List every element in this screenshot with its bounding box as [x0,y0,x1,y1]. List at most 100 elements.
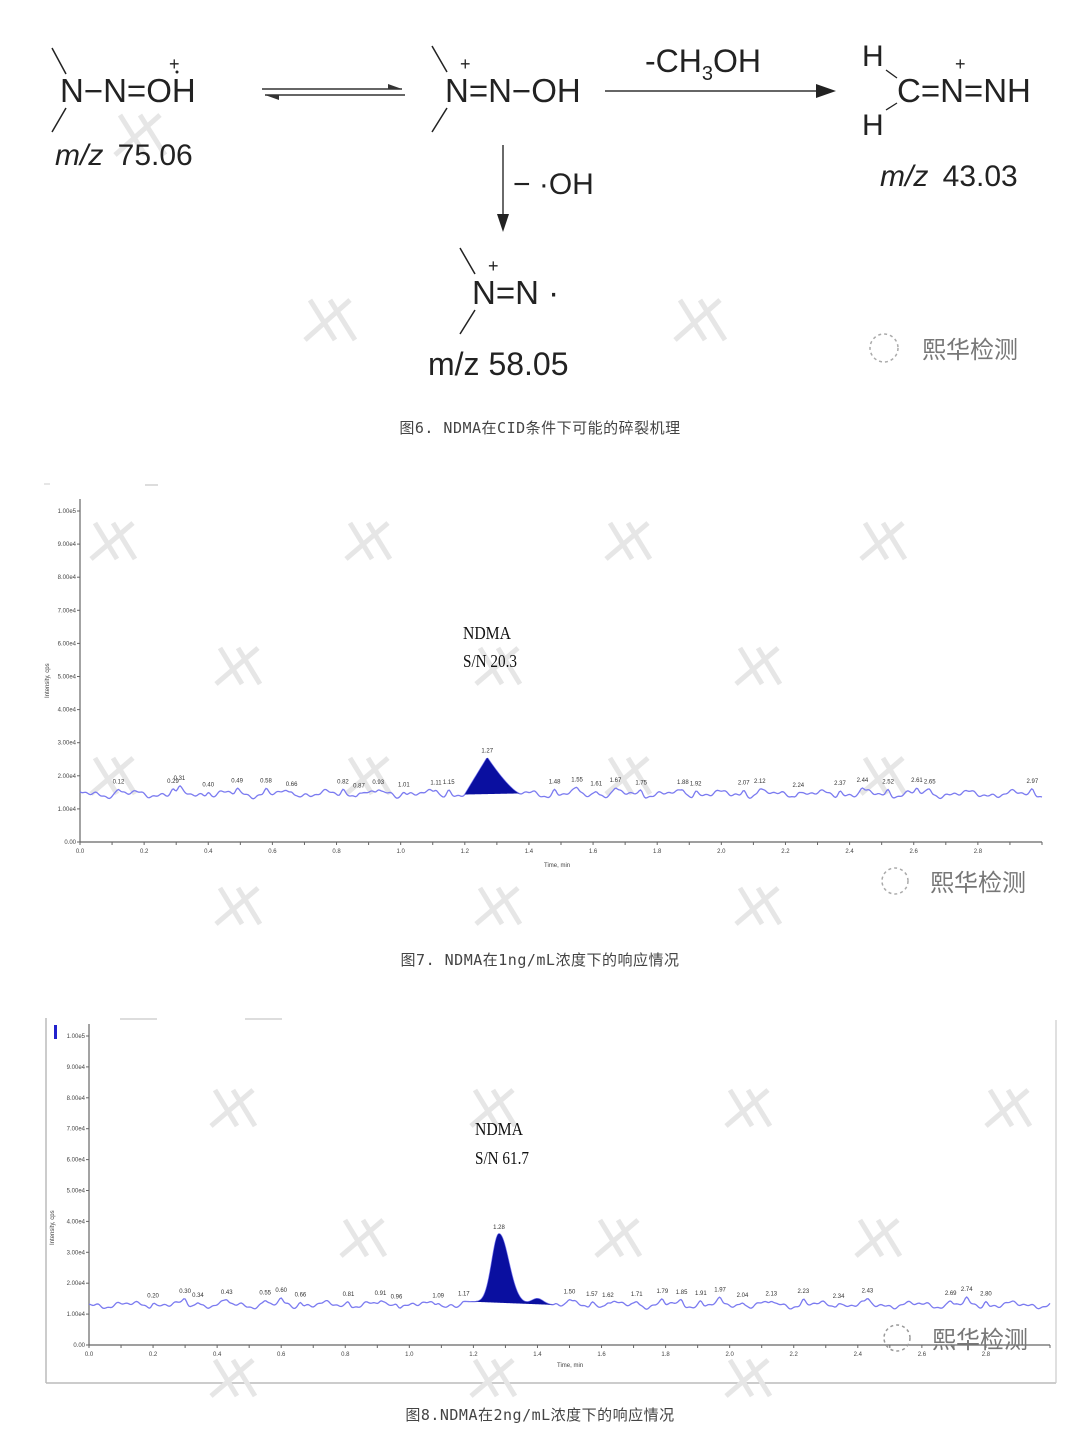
y-tick-label: 0.00 [73,1343,85,1349]
watermark-logo-icon [209,1088,258,1128]
y-tick-label: 5.00e4 [67,1189,86,1195]
annotation-sn: S/N 20.3 [463,651,517,671]
peak-label: 0.49 [231,778,243,784]
y-tick-label: 2.00e4 [58,774,77,780]
peak-label: 0.55 [259,1291,271,1297]
equilibrium-arrow-icon [262,84,405,100]
watermark-logo-icon [209,1358,258,1398]
x-tick-label: 2.4 [854,1352,863,1358]
logo-text: 熙华检测 [922,336,1018,364]
arrow-down-label: − ·OH [513,168,594,201]
brand-logo: 熙华检测 [883,1324,1028,1354]
y-tick-label: 9.00e4 [58,542,77,548]
x-tick-label: 0.6 [268,849,277,855]
x-tick-label: 2.6 [918,1352,927,1358]
brand-logo: 熙华检测 [881,867,1026,897]
watermarks [113,113,728,342]
peak-label: 0.82 [337,779,349,785]
peak-label: 1.75 [635,780,647,786]
y-tick-label: 6.00e4 [58,641,77,647]
figure-8-caption: 图8.NDMA在2ng/mL浓度下的响应情况 [405,1406,675,1424]
watermark-logo-icon [469,1358,518,1398]
mz-value: 75.06 [118,139,193,172]
y-tick-label: 8.00e4 [58,575,77,581]
logo-icon [883,1324,911,1352]
peak-label: 0.34 [192,1293,204,1299]
y-tick-label: 1.00e5 [67,1034,86,1040]
peak-label: 1.71 [631,1292,643,1298]
h-bottom: H [862,109,884,142]
peak-label: 1.17 [458,1291,470,1297]
charge-plus: + [169,54,180,74]
peak-label: 0.20 [147,1294,159,1300]
peak-label: 2.74 [961,1287,973,1293]
watermark-logo-icon [604,521,653,561]
peak-label: 0.81 [343,1292,355,1298]
mz-43: m/z 43.03 [880,160,1018,193]
watermark-logo-icon [89,521,138,561]
watermark-logo-icon [344,521,393,561]
x-tick-label: 2.8 [982,1352,991,1358]
electron-dot [175,70,179,74]
x-tick-label: 2.0 [725,1352,734,1358]
logo-text: 熙华检测 [932,1326,1028,1354]
peak-label: 1.11 [430,780,442,786]
watermark-logo-icon [734,886,783,926]
charge-plus: + [955,54,966,74]
peak-label: 1.61 [590,782,602,788]
x-tick-label: 1.0 [396,849,405,855]
x-tick-label: 1.4 [533,1352,542,1358]
x-tick-label: 1.2 [461,849,470,855]
h-top: H [862,40,884,73]
y-tick-label: 7.00e4 [58,608,77,614]
peak-label: 0.58 [260,778,272,784]
y-axis-title: Intensity, cps [45,663,51,698]
watermark-logo-icon [214,646,263,686]
peak-label: 2.69 [945,1291,957,1297]
watermark-logo-icon [344,756,393,796]
peak-label: 1.50 [564,1290,576,1296]
chromatogram-trace [88,1232,1051,1310]
peak-label: 0.30 [179,1289,191,1295]
molecule-3-formula: C=N=NH [897,72,1031,109]
peak-label: 0.91 [375,1291,387,1297]
peak-label: 2.61 [911,778,923,784]
peak-label: 1.62 [602,1293,614,1299]
peak-label: 2.80 [980,1292,992,1298]
x-tick-label: 0.4 [204,849,213,855]
peak-label: 1.91 [695,1291,707,1297]
y-tick-label: 4.00e4 [67,1219,86,1225]
watermark-logo-icon [113,113,168,157]
annotation-compound: NDMA [463,623,511,643]
peak-label: 2.04 [737,1293,749,1299]
x-tick-label: 0.2 [140,849,149,855]
charge-plus: + [460,54,471,74]
watermark-logo-icon [734,646,783,686]
watermark-logo-icon [859,756,908,796]
annotation-compound: NDMA [475,1119,523,1139]
watermark-logo-icon [89,756,138,796]
mz-58: m/z 58.05 [428,346,569,382]
arrow-down-icon [497,145,509,232]
watermark-logo-icon [214,886,263,926]
peak-label: 1.09 [432,1294,444,1300]
peak-label: 1.92 [690,781,702,787]
molecule-2-formula: N=N−OH [445,72,581,109]
peak-label: 2.34 [833,1294,845,1300]
mz-label: m/z [55,139,103,172]
peak-label: 1.15 [443,780,455,786]
arrow-right-label: -CH3OH [645,43,761,85]
x-tick-label: 0.6 [277,1352,286,1358]
trace-selector-marker[interactable] [54,1025,57,1039]
logo-text: 熙华检测 [930,869,1026,897]
logo-icon [869,333,899,363]
peak-label: 1.55 [571,778,583,784]
peak-label: 2.52 [882,780,894,786]
watermark-logo-icon [724,1088,773,1128]
peak-label: 0.40 [202,783,214,789]
peak-label: 1.88 [677,780,689,786]
peak-label: 1.01 [398,782,410,788]
x-axis-title: Time, min [544,863,570,869]
peak-label: 1.57 [586,1292,598,1298]
charge-plus: + [488,256,499,276]
